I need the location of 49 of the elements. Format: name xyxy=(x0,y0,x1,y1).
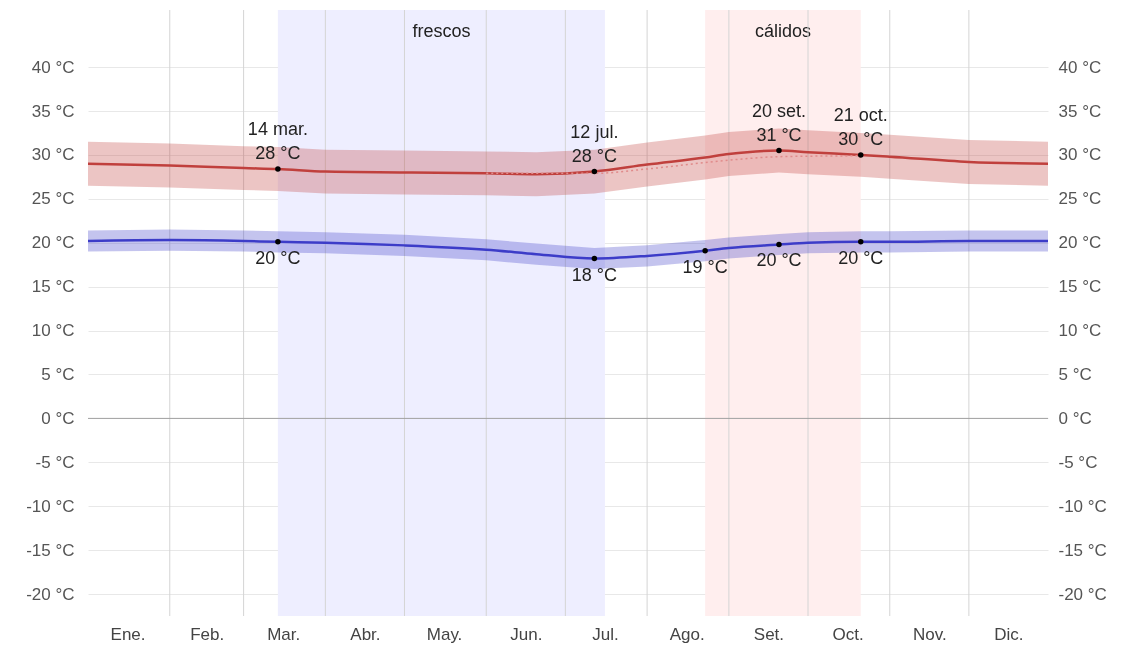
y2-tick-label: -5 °C xyxy=(1058,452,1098,472)
x-tick-label: Abr. xyxy=(350,624,381,644)
x-tick-label: Set. xyxy=(753,624,785,644)
y2-tick-label: 5 °C xyxy=(1058,364,1092,384)
y2-tick-label: 35 °C xyxy=(1058,101,1102,121)
x-tick-label: Mar. xyxy=(267,624,301,644)
x-tick-label: May. xyxy=(426,624,463,644)
y-tick-label: 35 °C xyxy=(31,101,75,121)
x-tick-label: Feb. xyxy=(190,624,225,644)
y2-tick-label: 10 °C xyxy=(1058,321,1102,341)
y-tick-label: -20 °C xyxy=(26,584,75,604)
annotation: 18 °C xyxy=(571,264,617,285)
annotation: 19 °C xyxy=(682,256,728,277)
y-tick-label: -15 °C xyxy=(26,540,75,560)
y2-tick-label: 15 °C xyxy=(1058,277,1102,297)
x-tick-label: Dic. xyxy=(994,624,1024,644)
y-tick-label: 15 °C xyxy=(31,277,75,297)
y-tick-label: 40 °C xyxy=(31,57,75,77)
y-tick-label: 5 °C xyxy=(41,364,75,384)
y-tick-label: 30 °C xyxy=(31,145,75,165)
y-tick-label: 20 °C xyxy=(31,233,75,253)
y2-tick-label: 0 °C xyxy=(1058,408,1092,428)
band-label: cálidos xyxy=(754,21,811,41)
x-tick-label: Ago. xyxy=(669,624,705,644)
annotation: 20 set. 31 °C xyxy=(751,100,807,145)
annotation: 20 °C xyxy=(756,250,802,271)
x-tick-label: Jun. xyxy=(510,624,543,644)
annotation: 12 jul. 28 °C xyxy=(570,121,619,166)
y2-tick-label: 40 °C xyxy=(1058,57,1102,77)
x-tick-label: Nov. xyxy=(912,624,947,644)
annotation: 20 °C xyxy=(255,247,301,268)
y2-tick-label: 25 °C xyxy=(1058,189,1102,209)
y-tick-label: 10 °C xyxy=(31,321,75,341)
y2-tick-label: -10 °C xyxy=(1058,496,1107,516)
y-tick-label: -5 °C xyxy=(35,452,75,472)
y-tick-label: -10 °C xyxy=(26,496,75,516)
band-label: frescos xyxy=(412,21,471,41)
y-tick-label: 25 °C xyxy=(31,189,75,209)
y2-tick-label: 20 °C xyxy=(1058,233,1102,253)
x-tick-label: Ene. xyxy=(110,624,146,644)
y2-tick-label: -20 °C xyxy=(1058,584,1107,604)
x-tick-label: Jul. xyxy=(592,624,619,644)
y2-tick-label: -15 °C xyxy=(1058,540,1107,560)
x-tick-label: Oct. xyxy=(832,624,864,644)
y-tick-label: 0 °C xyxy=(41,408,75,428)
y2-tick-label: 30 °C xyxy=(1058,145,1102,165)
annotation: 21 oct. 30 °C xyxy=(833,104,888,149)
annotation: 20 °C xyxy=(838,247,884,268)
annotation: 14 mar. 28 °C xyxy=(247,118,308,163)
